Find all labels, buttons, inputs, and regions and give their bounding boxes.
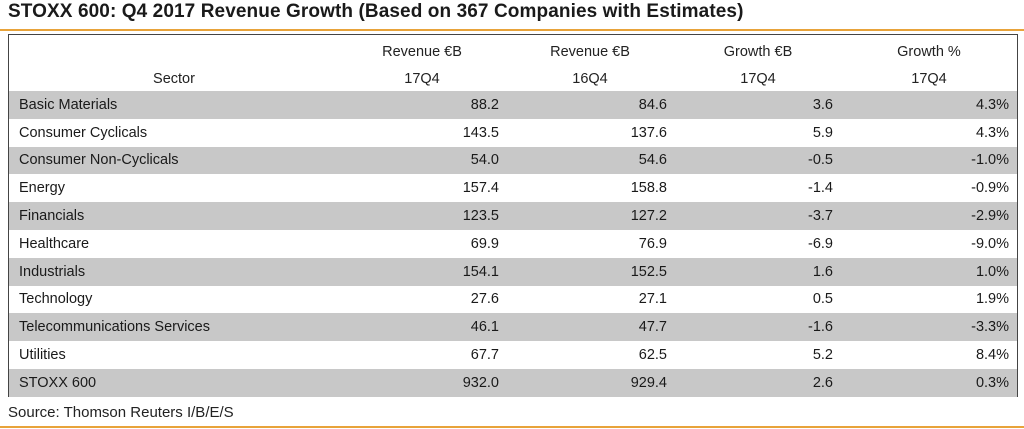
- value-cell: 127.2: [630, 208, 667, 225]
- value-cell: -9.0%: [971, 235, 1009, 252]
- value-cell: -2.9%: [971, 208, 1009, 225]
- sector-cell: Telecommunications Services: [19, 319, 210, 336]
- header-cell: Sector: [153, 71, 195, 87]
- sector-cell: Financials: [19, 208, 85, 225]
- header-cell: Revenue €B: [382, 44, 462, 60]
- value-cell: -1.4: [808, 180, 833, 197]
- value-cell: 932.0: [462, 374, 499, 391]
- value-cell: 5.2: [812, 347, 833, 364]
- value-cell: 929.4: [630, 374, 667, 391]
- value-cell: 27.1: [638, 291, 667, 308]
- header-cell: 17Q4: [740, 71, 776, 87]
- table-row: Industrials 154.1 152.5 1.6 1.0%: [9, 257, 1017, 286]
- value-cell: 157.4: [462, 180, 499, 197]
- page-title: STOXX 600: Q4 2017 Revenue Growth (Based…: [8, 1, 744, 22]
- sector-cell: STOXX 600: [19, 374, 97, 391]
- table-row: Energy 157.4 158.8 -1.4 -0.9%: [9, 174, 1017, 202]
- sector-cell: Consumer Cyclicals: [19, 124, 148, 141]
- sector-cell: Basic Materials: [19, 96, 118, 113]
- value-cell: 0.5: [812, 291, 833, 308]
- table-row: Healthcare 69.9 76.9 -6.9 -9.0%: [9, 230, 1017, 258]
- table-row: Basic Materials 88.2 84.6 3.6 4.3%: [9, 91, 1017, 119]
- table-row: Consumer Cyclicals 143.5 137.6 5.9 4.3%: [9, 119, 1017, 147]
- value-cell: -0.9%: [971, 180, 1009, 197]
- value-cell: 67.7: [470, 347, 499, 364]
- header-row-1: Revenue €B Revenue €B Growth €B Growth %: [9, 41, 1017, 63]
- value-cell: -1.0%: [971, 152, 1009, 169]
- top-divider: [0, 29, 1024, 31]
- table-row: Financials 123.5 127.2 -3.7 -2.9%: [9, 202, 1017, 230]
- header-cell: 16Q4: [572, 71, 608, 87]
- table-body: Basic Materials 88.2 84.6 3.6 4.3% Consu…: [9, 91, 1017, 397]
- value-cell: 4.3%: [975, 124, 1009, 141]
- header-cell: Growth %: [897, 44, 961, 60]
- revenue-table: Revenue €B Revenue €B Growth €B Growth %…: [8, 34, 1018, 397]
- value-cell: 84.6: [638, 96, 667, 113]
- table-row: Technology 27.6 27.1 0.5 1.9%: [9, 286, 1017, 314]
- value-cell: 154.1: [462, 263, 499, 280]
- table-row-total: STOXX 600 932.0 929.4 2.6 0.3%: [9, 368, 1017, 397]
- value-cell: 69.9: [470, 235, 499, 252]
- value-cell: 47.7: [638, 319, 667, 336]
- sector-cell: Utilities: [19, 347, 66, 364]
- value-cell: 1.6: [812, 263, 833, 280]
- value-cell: 88.2: [470, 96, 499, 113]
- value-cell: 1.9%: [975, 291, 1009, 308]
- value-cell: 152.5: [630, 263, 667, 280]
- header-row-2: Sector 17Q4 16Q4 17Q4 17Q4: [9, 68, 1017, 90]
- header-cell: Growth €B: [723, 44, 793, 60]
- table-row: Consumer Non-Cyclicals 54.0 54.6 -0.5 -1…: [9, 146, 1017, 175]
- header-cell: 17Q4: [404, 71, 440, 87]
- sector-cell: Consumer Non-Cyclicals: [19, 152, 179, 169]
- header-cell: Revenue €B: [550, 44, 630, 60]
- header-cell: [9, 41, 339, 63]
- value-cell: 1.0%: [975, 263, 1009, 280]
- sector-cell: Energy: [19, 180, 65, 197]
- value-cell: 5.9: [812, 124, 833, 141]
- value-cell: 4.3%: [975, 96, 1009, 113]
- value-cell: 54.6: [638, 152, 667, 169]
- sector-cell: Industrials: [19, 263, 86, 280]
- value-cell: 3.6: [812, 96, 833, 113]
- value-cell: 158.8: [630, 180, 667, 197]
- value-cell: 76.9: [638, 235, 667, 252]
- value-cell: -3.7: [808, 208, 833, 225]
- value-cell: 46.1: [470, 319, 499, 336]
- value-cell: -3.3%: [971, 319, 1009, 336]
- value-cell: 143.5: [462, 124, 499, 141]
- value-cell: 137.6: [630, 124, 667, 141]
- value-cell: -0.5: [808, 152, 833, 169]
- value-cell: 62.5: [638, 347, 667, 364]
- sector-cell: Technology: [19, 291, 93, 308]
- value-cell: -1.6: [808, 319, 833, 336]
- value-cell: 2.6: [812, 374, 833, 391]
- bottom-divider: [0, 426, 1024, 428]
- table-row: Utilities 67.7 62.5 5.2 8.4%: [9, 341, 1017, 369]
- value-cell: -6.9: [808, 235, 833, 252]
- value-cell: 8.4%: [975, 347, 1009, 364]
- header-cell: 17Q4: [911, 71, 947, 87]
- sector-cell: Healthcare: [19, 235, 90, 252]
- value-cell: 27.6: [470, 291, 499, 308]
- source-note: Source: Thomson Reuters I/B/E/S: [8, 404, 234, 421]
- table-row: Telecommunications Services 46.1 47.7 -1…: [9, 313, 1017, 342]
- value-cell: 54.0: [470, 152, 499, 169]
- value-cell: 0.3%: [975, 374, 1009, 391]
- value-cell: 123.5: [462, 208, 499, 225]
